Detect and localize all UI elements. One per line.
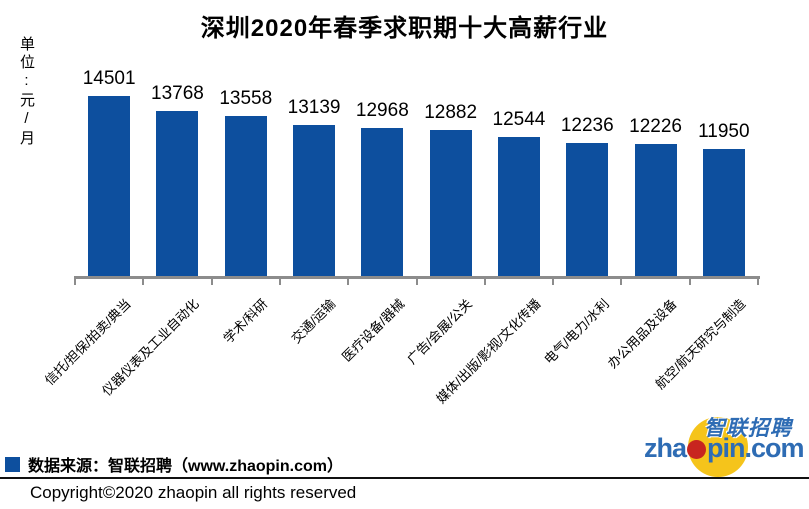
logo-en-left: zha	[644, 433, 687, 463]
footer-divider	[0, 477, 809, 479]
logo-cn-text: 智联招聘	[704, 417, 792, 440]
zhaopin-logo: 智联招聘 zha pin.com	[638, 407, 808, 477]
axis-tick-0	[74, 279, 76, 285]
chart-title: 深圳2020年春季求职期十大高薪行业	[200, 15, 609, 42]
axis-tick-7	[552, 279, 555, 285]
category-label-3: 交通/运输	[288, 296, 339, 347]
bar-6	[497, 136, 540, 277]
bar-4	[361, 128, 404, 277]
logo-en-text: zha pin.com	[644, 433, 805, 464]
bar-2	[224, 115, 267, 277]
bar-value-label-5: 12882	[424, 101, 478, 123]
data-source-label: 数据来源：智联招聘（www.zhaopin.com）	[28, 458, 343, 475]
bar-value-label-8: 12226	[629, 115, 682, 137]
copyright-text: Copyright©2020 zhaopin all rights reserv…	[30, 483, 357, 502]
bar-value-label-6: 12544	[492, 108, 546, 130]
axis-tick-2	[210, 279, 213, 285]
x-axis-line	[74, 276, 760, 279]
axis-tick-3	[278, 279, 281, 285]
axis-tick-8	[620, 279, 623, 285]
axis-tick-4	[347, 279, 350, 285]
logo-en-right: pin.com	[707, 433, 805, 463]
category-label-2: 学术/科研	[220, 296, 271, 347]
category-label-7: 电气/电力/水利	[541, 296, 612, 367]
bar-value-label-7: 12236	[560, 115, 614, 137]
bar-8	[634, 143, 677, 277]
y-axis-unit-label: 单位:元/月	[18, 36, 35, 148]
bar-value-label-4: 12968	[355, 100, 409, 122]
bar-5	[429, 129, 472, 277]
bar-value-label-3: 13139	[287, 96, 341, 118]
bar-1	[156, 111, 199, 277]
bar-7	[566, 143, 609, 277]
bar-value-label-9: 11950	[698, 121, 750, 143]
logo-red-dot-icon	[687, 440, 707, 459]
category-label-5: 广告/会展/公关	[404, 296, 476, 367]
axis-tick-10	[757, 279, 759, 285]
axis-tick-9	[688, 279, 691, 285]
bar-3	[293, 124, 336, 277]
plot-area: 14501 信托/担保/拍卖/典当 13768 仪器仪表及工业自动化 13558 学术/科…	[42, 68, 759, 406]
category-label-4: 医疗设备/器械	[338, 296, 408, 365]
axis-tick-6	[483, 279, 486, 285]
axis-tick-5	[415, 279, 418, 285]
legend-swatch-icon	[5, 456, 20, 472]
bar-value-label-1: 13768	[151, 83, 204, 105]
legend: 数据来源：智联招聘（www.zhaopin.com）	[5, 452, 343, 476]
bar-value-label-2: 13558	[219, 87, 273, 109]
bar-9	[702, 149, 745, 277]
axis-tick-1	[142, 279, 145, 285]
bar-value-label-0: 14501	[82, 68, 136, 90]
bar-0	[88, 96, 131, 277]
